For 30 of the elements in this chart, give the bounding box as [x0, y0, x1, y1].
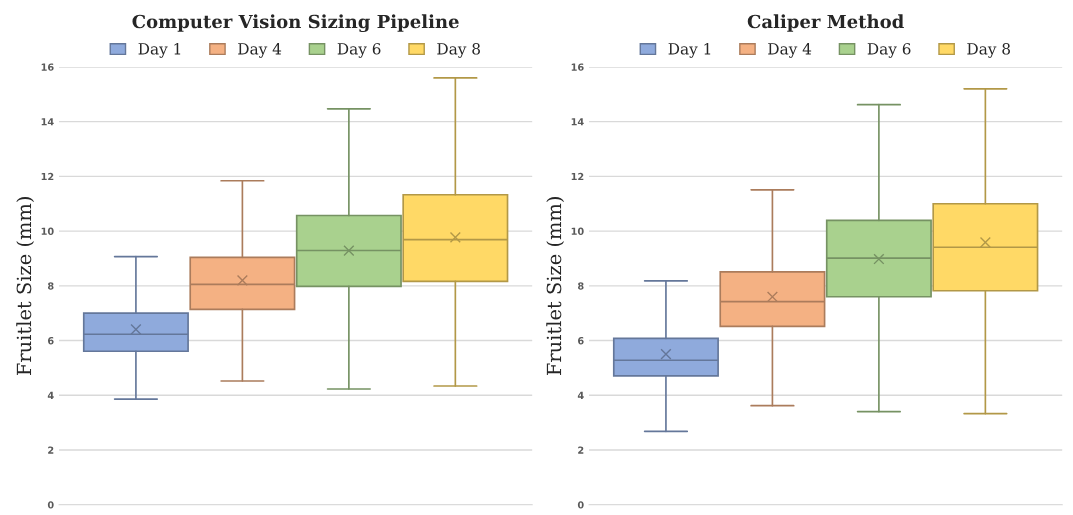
y-axis-title: Fruitlet Size (mm) — [16, 197, 35, 376]
y-tick-label: 6 — [47, 337, 54, 345]
y-tick-label: 4 — [47, 391, 54, 399]
legend-label: Day 1 — [668, 43, 711, 58]
y-tick-label: 16 — [41, 63, 54, 71]
y-tick-label: 12 — [41, 172, 54, 181]
chart-title: Caliper Method — [747, 14, 904, 32]
legend-label: Day 8 — [437, 43, 480, 58]
legend-label: Day 6 — [337, 43, 381, 58]
y-tick-label: 8 — [578, 282, 584, 290]
y-tick-label: 14 — [571, 118, 584, 126]
y-axis-title: Fruitlet Size (mm) — [546, 197, 565, 376]
y-tick-label: 2 — [48, 446, 54, 454]
chart-title: Computer Vision Sizing Pipeline — [132, 14, 459, 33]
legend-label: Day 4 — [238, 43, 282, 58]
y-tick-label: 10 — [41, 227, 54, 235]
y-tick-label: 8 — [47, 282, 54, 290]
y-tick-label: 14 — [41, 118, 54, 126]
y-tick-label: 0 — [577, 501, 584, 509]
legend-label: Day 6 — [867, 43, 911, 58]
y-tick-label: 2 — [578, 446, 584, 454]
y-tick-label: 4 — [577, 391, 584, 399]
y-tick-label: 0 — [47, 501, 54, 509]
y-tick-label: 12 — [571, 172, 584, 181]
y-tick-label: 10 — [571, 227, 584, 235]
y-tick-label: 6 — [578, 337, 584, 345]
y-tick-label: 16 — [571, 63, 584, 71]
legend-label: Day 8 — [967, 43, 1011, 58]
legend-label: Day 4 — [768, 43, 812, 58]
legend-label: Day 1 — [138, 43, 181, 58]
